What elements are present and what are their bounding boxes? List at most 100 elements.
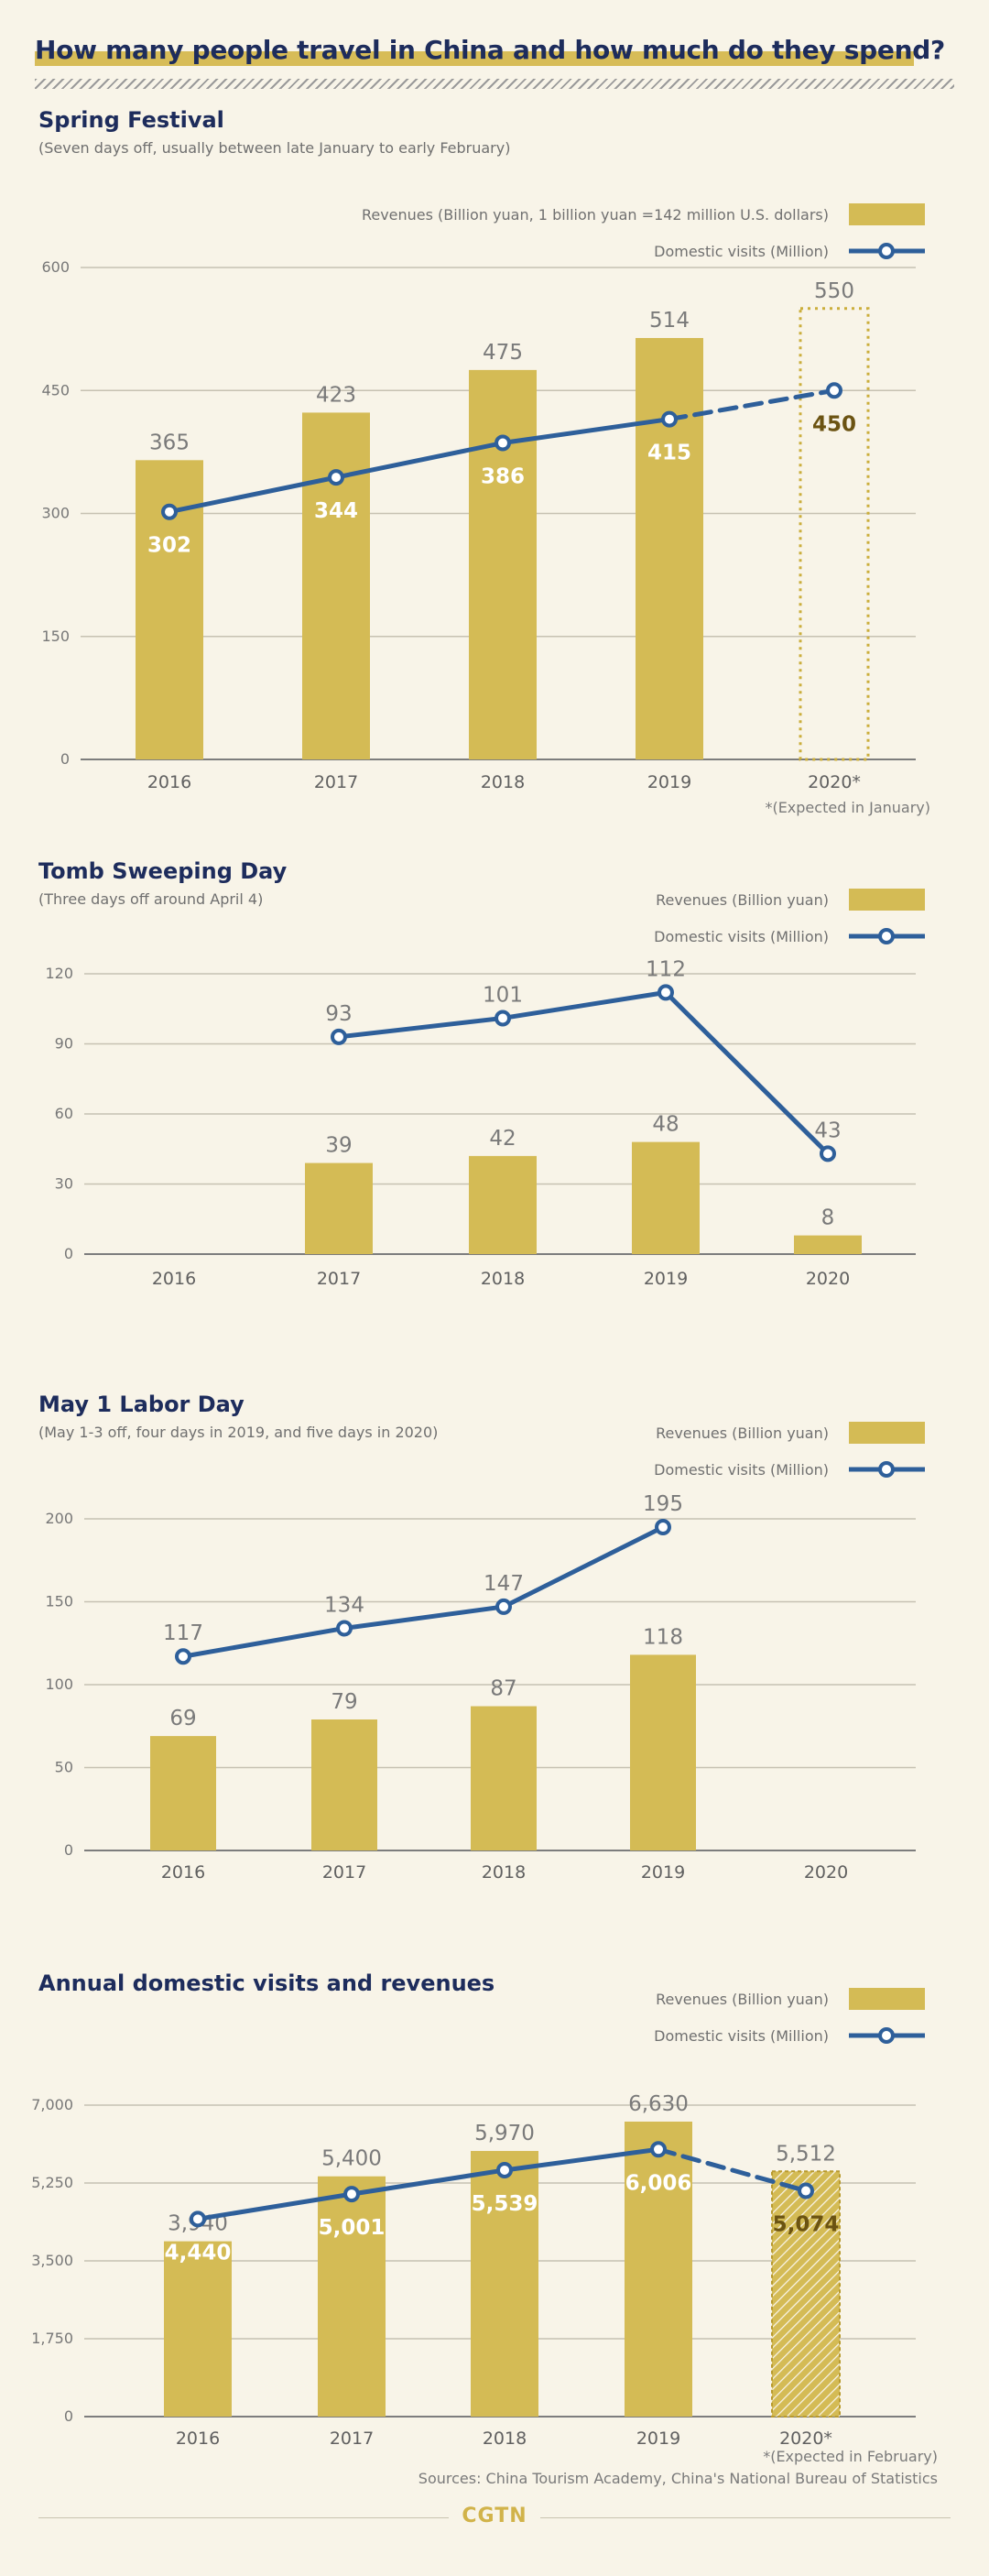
legend-swatch-bar bbox=[849, 203, 925, 225]
bar-expected bbox=[800, 309, 868, 759]
hatched-divider bbox=[35, 79, 954, 89]
y-tick-label: 0 bbox=[64, 1245, 73, 1262]
footer-rule-right bbox=[540, 2517, 951, 2518]
x-tick-label: 2019 bbox=[636, 2429, 680, 2449]
point-value-label: 101 bbox=[483, 983, 523, 1007]
y-tick-label: 0 bbox=[64, 1841, 73, 1859]
legend-swatch-bar bbox=[849, 889, 925, 911]
chart-labor-day: May 1 Labor Day (May 1-3 off, four days … bbox=[0, 1391, 989, 1904]
labor-day-plot: 0 50 100 150 200 Revenues (Billion yuan) Domes… bbox=[0, 1391, 989, 1904]
footer-rule-left bbox=[38, 2517, 449, 2518]
bar bbox=[469, 370, 537, 759]
y-tick-label: 120 bbox=[45, 965, 73, 982]
expected-note: *(Expected in February) bbox=[763, 2448, 938, 2465]
legend-swatch-marker bbox=[880, 1463, 893, 1476]
legend-swatch-marker bbox=[880, 930, 893, 943]
point-value-label: 5,074 bbox=[773, 2213, 840, 2237]
legend-swatch-bar bbox=[849, 1988, 925, 2010]
x-tick-label: 2019 bbox=[647, 772, 691, 792]
y-tick-label: 7,000 bbox=[31, 2096, 73, 2113]
x-tick-label: 2016 bbox=[176, 2429, 220, 2449]
point-value-label: 134 bbox=[324, 1593, 364, 1617]
x-tick-label: 2018 bbox=[483, 2429, 527, 2449]
legend-label-visits: Domestic visits (Million) bbox=[654, 2027, 829, 2045]
page-title: How many people travel in China and how … bbox=[35, 31, 954, 70]
line-point bbox=[496, 437, 509, 450]
x-tick-label: 2017 bbox=[330, 2429, 374, 2449]
legend-swatch-marker bbox=[880, 245, 893, 257]
x-tick-label: 2020* bbox=[808, 772, 861, 792]
bar-value-label: 550 bbox=[814, 279, 854, 303]
line-point bbox=[330, 471, 342, 484]
bar bbox=[469, 1156, 537, 1254]
y-tick-label: 150 bbox=[45, 1593, 73, 1610]
bar bbox=[305, 1163, 373, 1254]
y-tick-label: 200 bbox=[45, 1510, 73, 1527]
spring-festival-plot: 0 150 300 450 600 Revenues (Billion yuan, 1 b… bbox=[0, 106, 989, 839]
y-tick-label: 90 bbox=[55, 1035, 73, 1053]
x-tick-label: 2017 bbox=[317, 1269, 361, 1289]
legend-label-revenues: Revenues (Billion yuan) bbox=[656, 1424, 829, 1442]
x-tick-label: 2020 bbox=[806, 1269, 850, 1289]
point-value-label: 450 bbox=[812, 412, 856, 436]
y-tick-label: 1,750 bbox=[31, 2330, 73, 2347]
y-tick-label: 300 bbox=[41, 505, 70, 522]
x-tick-label: 2016 bbox=[147, 772, 191, 792]
x-tick-label: 2018 bbox=[482, 1862, 526, 1883]
bar bbox=[150, 1736, 216, 1850]
point-value-label: 147 bbox=[484, 1572, 524, 1596]
point-value-label: 344 bbox=[314, 499, 358, 523]
legend-label-visits: Domestic visits (Million) bbox=[654, 1461, 829, 1479]
line-segment bbox=[504, 1527, 663, 1607]
line-point bbox=[496, 1011, 509, 1024]
point-value-label: 386 bbox=[481, 465, 525, 489]
legend-swatch-marker bbox=[880, 2029, 893, 2042]
legend-swatch-bar bbox=[849, 1422, 925, 1444]
line-point bbox=[828, 384, 841, 397]
point-value-label: 5,001 bbox=[319, 2216, 386, 2240]
point-value-label: 6,006 bbox=[625, 2171, 692, 2195]
bar-value-label: 6,630 bbox=[628, 2092, 689, 2116]
line-point bbox=[652, 2143, 665, 2156]
y-tick-label: 600 bbox=[41, 258, 70, 276]
line-point bbox=[338, 1621, 351, 1634]
point-value-label: 117 bbox=[163, 1621, 203, 1645]
bar-value-label: 48 bbox=[652, 1113, 679, 1137]
point-value-label: 43 bbox=[814, 1119, 841, 1142]
line-point bbox=[498, 2164, 511, 2177]
bar-value-label: 475 bbox=[483, 341, 523, 365]
x-tick-label: 2017 bbox=[314, 772, 358, 792]
point-value-label: 302 bbox=[147, 534, 191, 558]
x-tick-label: 2020 bbox=[804, 1862, 848, 1883]
y-tick-label: 100 bbox=[45, 1675, 73, 1693]
line-point bbox=[177, 1650, 190, 1663]
chart-annual: Annual domestic visits and revenues 0 1,7… bbox=[0, 1970, 989, 2483]
line-point bbox=[663, 413, 676, 426]
y-tick-label: 0 bbox=[64, 2407, 73, 2425]
legend-label-visits: Domestic visits (Million) bbox=[654, 928, 829, 945]
y-tick-label: 150 bbox=[41, 628, 70, 645]
cgtn-logo: CGTN bbox=[449, 2505, 540, 2527]
y-tick-label: 0 bbox=[60, 750, 70, 768]
x-tick-label: 2016 bbox=[161, 1862, 205, 1883]
point-value-label: 195 bbox=[643, 1492, 683, 1516]
bar bbox=[636, 338, 703, 759]
bar-value-label: 365 bbox=[149, 431, 190, 454]
y-tick-label: 450 bbox=[41, 381, 70, 398]
line-segment bbox=[183, 1628, 344, 1656]
bar bbox=[632, 1142, 700, 1254]
y-tick-label: 50 bbox=[55, 1759, 73, 1776]
point-value-label: 93 bbox=[325, 1002, 352, 1026]
bar bbox=[471, 1707, 537, 1850]
x-tick-label: 2016 bbox=[152, 1269, 196, 1289]
bar bbox=[311, 1719, 377, 1850]
bar-value-label: 118 bbox=[643, 1625, 683, 1649]
line-point bbox=[497, 1600, 510, 1613]
bar bbox=[302, 412, 370, 759]
expected-note: *(Expected in January) bbox=[765, 799, 930, 816]
legend-label-revenues: Revenues (Billion yuan) bbox=[656, 891, 829, 909]
chart-spring-festival: Spring Festival (Seven days off, usually… bbox=[0, 106, 989, 839]
x-tick-label: 2020* bbox=[779, 2429, 832, 2449]
line-point bbox=[657, 1521, 669, 1534]
x-tick-label: 2018 bbox=[481, 772, 525, 792]
